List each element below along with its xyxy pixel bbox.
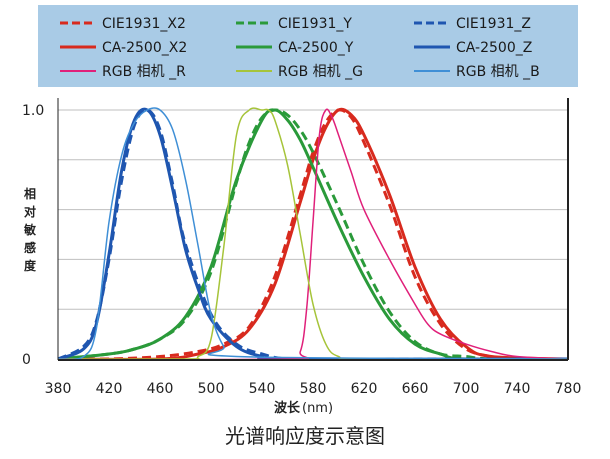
- legend-label: CA-2500_Z: [456, 40, 532, 56]
- x-tick-label: 540: [249, 381, 276, 397]
- x-tick-label: 740: [504, 381, 531, 397]
- legend-label: RGB 相机 _G: [278, 64, 363, 80]
- series-lines: [57, 107, 569, 361]
- series-line: [57, 108, 568, 361]
- chart-title: 光谱响应度示意图: [225, 424, 385, 448]
- x-tick-label: 580: [300, 381, 327, 397]
- axes: [57, 98, 569, 361]
- y-axis-label-char: 相: [24, 186, 36, 201]
- x-axis-unit: (nm): [302, 401, 333, 416]
- y-tick-label: 0: [22, 352, 31, 368]
- y-tick-label: 1.0: [22, 103, 44, 119]
- y-axis-label-char: 度: [24, 258, 37, 273]
- series-line: [57, 107, 569, 361]
- tick-labels: 380 420 460 500 540 580 620 660 700 740 780 0 1.0: [22, 103, 581, 397]
- y-axis-label-char: 感: [24, 240, 36, 255]
- x-tick-label: 380: [45, 381, 72, 397]
- legend-box: [38, 5, 578, 87]
- legend-label: CIE1931_Y: [278, 16, 352, 32]
- series-line: [57, 107, 569, 361]
- grid-lines: [58, 109, 568, 310]
- y-axis-label-char: 对: [24, 204, 36, 219]
- x-tick-label: 620: [351, 381, 378, 397]
- legend: CIE1931_X2 CIE1931_Y CIE1931_Z CA-2500_X2 CA…: [38, 5, 578, 87]
- series-line: [57, 107, 569, 361]
- legend-label: CA-2500_Y: [278, 40, 354, 56]
- x-tick-label: 700: [453, 381, 480, 397]
- series-line: [57, 107, 569, 360]
- y-axis-label-char: 敏: [23, 222, 37, 237]
- series-line: [57, 108, 569, 361]
- x-tick-label: 660: [402, 381, 429, 397]
- legend-label: RGB 相机 _B: [456, 64, 540, 80]
- x-axis-label: 波长: [274, 400, 301, 416]
- x-tick-label: 460: [147, 381, 174, 397]
- series-line: [57, 108, 569, 361]
- legend-label: CA-2500_X2: [102, 40, 187, 56]
- legend-label: CIE1931_X2: [102, 16, 186, 32]
- legend-label: RGB 相机 _R: [102, 64, 186, 80]
- x-tick-label: 500: [198, 381, 225, 397]
- series-line: [57, 108, 569, 361]
- legend-label: CIE1931_Z: [456, 16, 531, 32]
- series-line: [57, 108, 569, 361]
- x-tick-label: 780: [555, 381, 582, 397]
- x-tick-label: 420: [96, 381, 123, 397]
